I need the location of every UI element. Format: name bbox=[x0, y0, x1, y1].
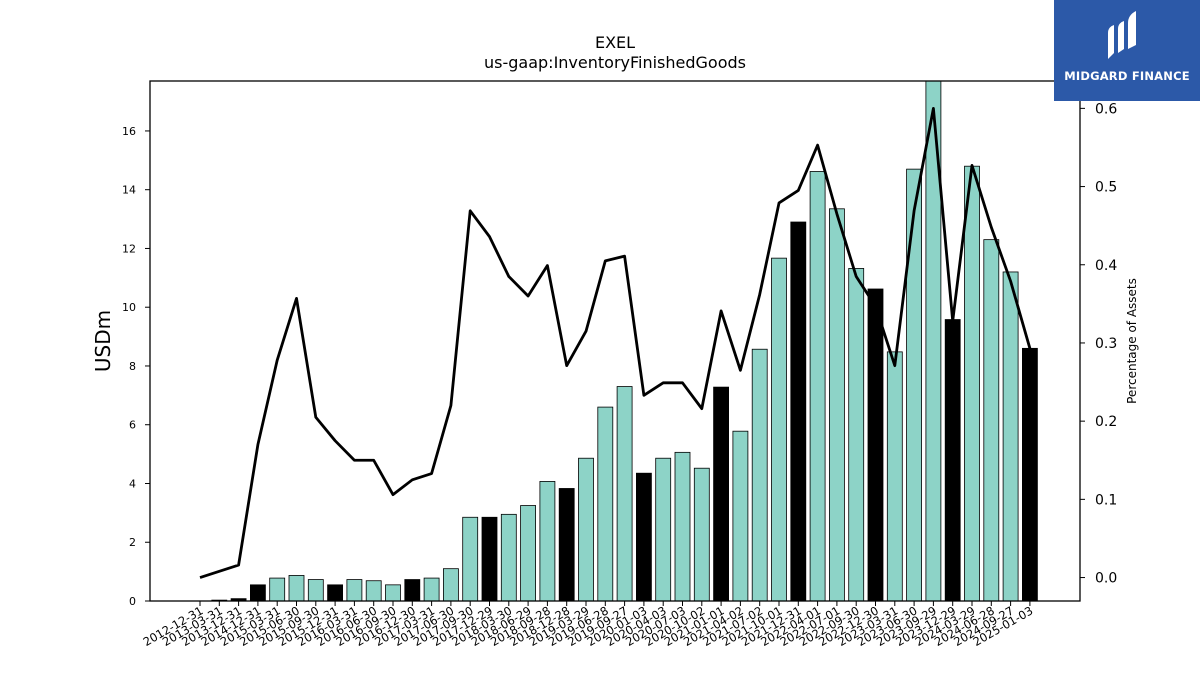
bar-2020-07-03 bbox=[674, 451, 691, 602]
y-tick-label: 0 bbox=[129, 595, 136, 608]
bar-2014-12-31 bbox=[249, 584, 266, 602]
y-tick-label: 6 bbox=[129, 419, 136, 432]
y-tick-label: 4 bbox=[129, 477, 136, 490]
y2-tick-label: 0.0 bbox=[1095, 571, 1117, 587]
y2-tick-label: 0.4 bbox=[1095, 258, 1117, 274]
y-tick-label: 2 bbox=[129, 536, 136, 549]
bar-2022-12-30 bbox=[867, 288, 884, 602]
bar-2021-04-02 bbox=[732, 430, 749, 602]
bar-2016-09-30 bbox=[385, 584, 401, 602]
bar-2018-03-30 bbox=[500, 513, 517, 602]
bar-2021-10-01 bbox=[771, 257, 787, 602]
bar-2020-10-02 bbox=[693, 467, 710, 602]
bar-2017-12-29 bbox=[481, 516, 498, 602]
y-axis-ticks: 0 2 4 6 8 10 12 14 16 bbox=[122, 125, 150, 608]
y2-tick-label: 0.1 bbox=[1095, 492, 1117, 508]
bar-2020-04-03 bbox=[655, 457, 672, 602]
y2-tick-label: 0.5 bbox=[1095, 180, 1117, 196]
bar-2022-07-01 bbox=[829, 208, 845, 602]
bar-2024-06-28 bbox=[983, 239, 1000, 602]
bar-2020-01-03 bbox=[636, 472, 652, 602]
y-tick-label: 12 bbox=[122, 242, 136, 255]
pct-line-series bbox=[199, 106, 1032, 579]
logo-mark-icon bbox=[1108, 11, 1136, 59]
bar-2017-03-31 bbox=[423, 577, 440, 602]
chart-title: EXEL bbox=[595, 33, 635, 52]
bar-2016-03-31 bbox=[346, 579, 363, 602]
bar-2018-12-28 bbox=[558, 488, 575, 602]
bar-2021-01-01 bbox=[713, 386, 729, 602]
pct-assets-line bbox=[199, 106, 1032, 579]
x-axis-ticks: 2012-12-312013-03-312013-12-312014-12-31… bbox=[141, 601, 1035, 649]
bar-2025-01-03 bbox=[1022, 347, 1038, 602]
bar-2024-03-29 bbox=[964, 165, 980, 602]
bar-2018-06-29 bbox=[520, 505, 536, 602]
bar-2019-06-28 bbox=[597, 406, 614, 602]
bar-2015-12-31 bbox=[327, 584, 344, 602]
y-tick-label: 16 bbox=[122, 125, 136, 138]
bar-2022-09-30 bbox=[848, 268, 865, 602]
bar-2022-04-01 bbox=[809, 171, 826, 602]
y-tick-label: 14 bbox=[122, 184, 136, 197]
bar-2016-06-30 bbox=[365, 580, 382, 602]
logo-text: MIDGARD FINANCE bbox=[1064, 69, 1190, 83]
y2-axis-label: Percentage of Assets bbox=[1125, 278, 1139, 404]
bar-2021-12-31 bbox=[790, 221, 807, 602]
bar-2023-06-30 bbox=[906, 168, 922, 602]
bar-2015-09-30 bbox=[307, 579, 324, 602]
bar-2023-03-31 bbox=[886, 351, 903, 602]
bar-2024-09-27 bbox=[1002, 271, 1019, 602]
plot-frame bbox=[149, 80, 1081, 602]
bar-2021-07-02 bbox=[751, 348, 768, 602]
y2-tick-label: 0.2 bbox=[1095, 414, 1117, 430]
y2-axis-ticks: 0.0 0.1 0.2 0.3 0.4 0.5 0.6 bbox=[1080, 101, 1117, 587]
y2-tick-label: 0.6 bbox=[1095, 101, 1117, 117]
bar-2019-03-29 bbox=[578, 457, 594, 602]
bar-2017-09-30 bbox=[462, 516, 479, 602]
bar-2019-09-27 bbox=[616, 386, 633, 602]
bar-2018-09-28 bbox=[539, 481, 556, 602]
bar-2015-06-30 bbox=[288, 575, 305, 602]
bar-2017-06-30 bbox=[442, 568, 459, 602]
bar-2023-12-29 bbox=[944, 319, 961, 602]
chart-subtitle: us-gaap:InventoryFinishedGoods bbox=[484, 53, 746, 72]
bar-2015-03-31 bbox=[269, 577, 286, 602]
y-axis-label: USDm bbox=[91, 310, 115, 372]
y-tick-label: 8 bbox=[129, 360, 136, 373]
y-tick-label: 10 bbox=[122, 301, 136, 314]
bar-2016-12-30 bbox=[404, 579, 421, 602]
midgard-finance-logo: MIDGARD FINANCE bbox=[1054, 0, 1200, 101]
y2-tick-label: 0.3 bbox=[1095, 336, 1117, 352]
bar-series bbox=[211, 80, 1038, 602]
